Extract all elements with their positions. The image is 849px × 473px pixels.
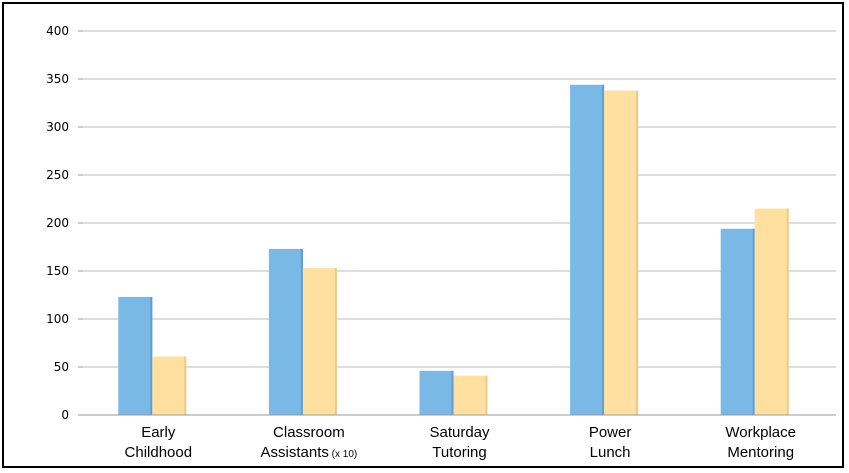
x-tick-label-line2: Assistants (x 10) (260, 444, 358, 461)
bar-edge-1-tutoring (451, 370, 454, 415)
x-tick-label-mentoring: Workplace Mentoring (696, 423, 826, 463)
grid-lines (83, 30, 836, 416)
bar-2-childhood (152, 356, 187, 415)
x-tick-label-note: (x 10) (328, 449, 358, 460)
bar-2-tutoring (453, 375, 488, 415)
bar-chart: 0 50 100 150 200 250 300 350 400 (46, 24, 836, 422)
bar-2-mentoring (754, 208, 789, 415)
bar-edge-1-mentoring (752, 228, 755, 415)
x-tick-label-line1: Classroom (273, 424, 345, 441)
bar-2-assistants (302, 268, 337, 415)
x-tick-label-line1: Power (588, 424, 632, 441)
x-tick-label-line2: Tutoring (432, 444, 487, 461)
chart-frame: 0 50 100 150 200 250 300 350 400 Early Childhood C… (2, 2, 844, 468)
bar-edge-1-childhood (150, 296, 153, 415)
bar-edge-2-mentoring (786, 208, 789, 415)
x-tick-label-line1: Workplace (725, 424, 796, 441)
bar-1-mentoring (720, 228, 755, 415)
y-tick-label-350: 350 (46, 72, 69, 86)
bar-edge-1-lunch (602, 84, 605, 415)
y-tick-label-300: 300 (46, 120, 69, 134)
bar-1-assistants (268, 248, 303, 415)
bar-1-lunch (570, 84, 605, 415)
y-tick-label-50: 50 (54, 360, 69, 374)
bar-edge-2-tutoring (485, 375, 488, 415)
bar-2-lunch (604, 90, 639, 416)
x-tick-label-line2: Childhood (124, 444, 193, 461)
x-tick-label-line2: Lunch (589, 444, 631, 461)
y-tick-label-100: 100 (46, 312, 69, 326)
bar-1-childhood (118, 296, 153, 415)
bar-edge-2-assistants (334, 268, 337, 415)
x-tick-label-line2: Mentoring (727, 444, 795, 461)
y-axis-ticks: 0 50 100 150 200 250 300 350 400 (46, 24, 83, 422)
y-tick-label-200: 200 (46, 216, 69, 230)
y-tick-label-400: 400 (46, 24, 69, 38)
x-tick-label-line1: Early (141, 424, 176, 441)
y-tick-label-150: 150 (46, 264, 69, 278)
y-tick-label-0: 0 (61, 408, 69, 422)
bars (118, 84, 789, 416)
x-tick-label-line1: Saturday (429, 424, 490, 441)
y-tick-label-250: 250 (46, 168, 69, 182)
x-tick-label-childhood: Early Childhood (93, 423, 223, 463)
bar-edge-2-childhood (184, 356, 187, 415)
x-tick-label-tutoring: Saturday Tutoring (395, 423, 525, 463)
x-tick-label-lunch: Power Lunch (545, 423, 675, 463)
bar-1-tutoring (419, 370, 454, 415)
bar-edge-1-assistants (300, 248, 303, 415)
x-tick-label-assistants: Classroom Assistants (x 10) (244, 423, 374, 465)
bar-edge-2-lunch (636, 90, 639, 416)
